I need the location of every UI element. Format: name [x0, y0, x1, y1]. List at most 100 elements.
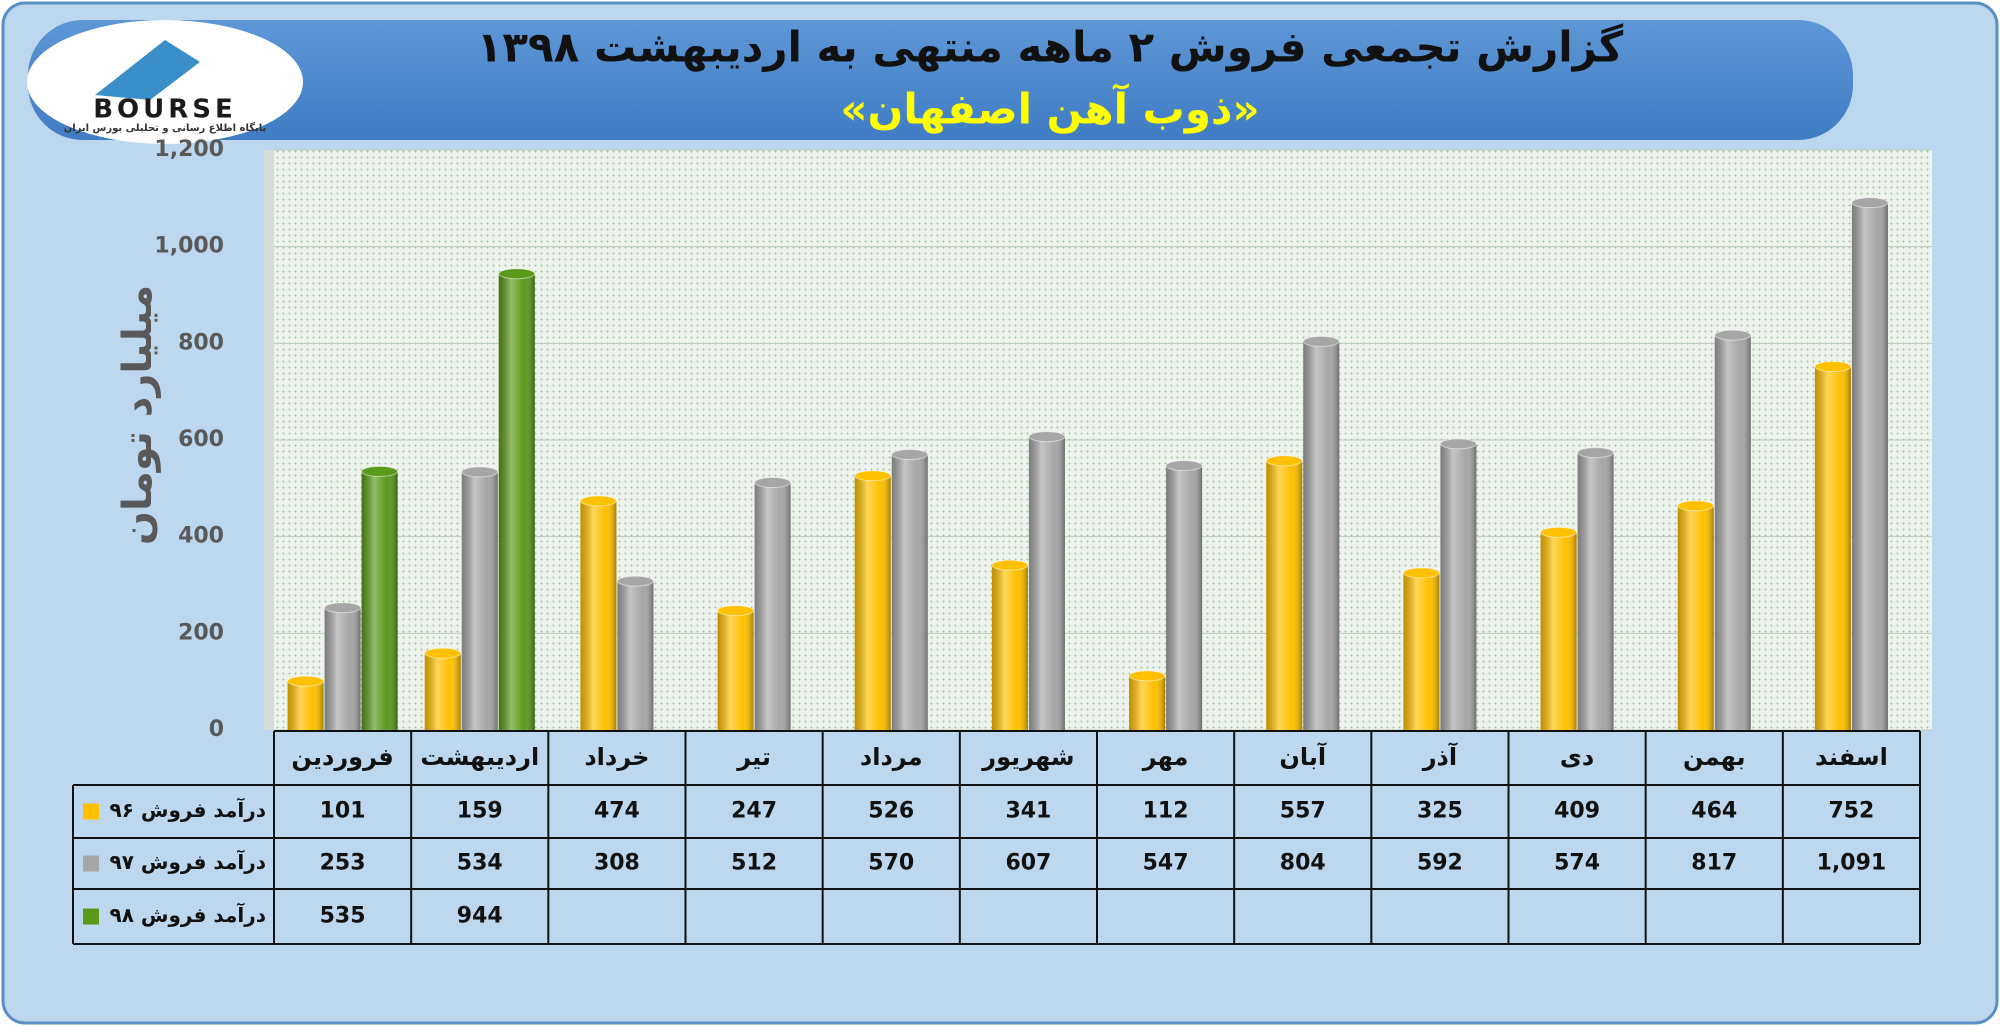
y-tick-label: 800 [178, 330, 224, 355]
bar-shade [754, 482, 791, 730]
logo-tagline: پایگاه اطلاع رسانی و تحلیلی بورس ایران [64, 121, 267, 134]
data-label: 101 [320, 799, 366, 824]
bar-cap [754, 477, 792, 489]
legend-label: درآمد فروش ۹۶ [110, 797, 266, 822]
data-label: 547 [1143, 851, 1189, 876]
bar-shade [1814, 366, 1851, 730]
y-tick-label: 1,200 [154, 137, 224, 162]
data-label: 817 [1691, 851, 1737, 876]
bar-cap [287, 675, 325, 687]
bar-cap [1851, 197, 1889, 209]
bar-shade [361, 471, 398, 730]
bar-cap [1265, 455, 1303, 467]
data-label: 512 [731, 851, 777, 876]
data-label: 570 [868, 851, 914, 876]
data-label: 253 [320, 851, 366, 876]
data-label: 112 [1143, 799, 1189, 824]
x-tick-label: شهریور [981, 743, 1074, 771]
bar-cap [1714, 329, 1752, 341]
x-tick-label: خرداد [584, 743, 649, 771]
data-label: 1,091 [1817, 851, 1887, 876]
data-label: 308 [594, 851, 640, 876]
x-tick-label: آبان [1279, 742, 1327, 771]
bar-shade [1166, 465, 1203, 730]
bar-shade [854, 475, 891, 730]
bar-shade [287, 681, 324, 730]
bar-cap [891, 449, 929, 460]
data-label: 409 [1554, 799, 1600, 824]
bar-shade [498, 273, 535, 730]
bar-cap [1165, 460, 1203, 472]
y-tick-label: 600 [178, 427, 224, 452]
data-label: 325 [1417, 799, 1463, 824]
plot-wall [264, 150, 274, 730]
bar-cap [717, 605, 755, 617]
legend-label: درآمد فروش ۹۸ [110, 902, 266, 927]
y-axis-label: میلیارد تومان [115, 285, 161, 545]
bar-shade [1266, 460, 1303, 730]
x-tick-label: مهر [1142, 743, 1189, 771]
bar-cap [361, 465, 399, 477]
data-label: 535 [320, 904, 366, 929]
bar-cap [1540, 526, 1578, 538]
data-label: 557 [1280, 799, 1326, 824]
legend-swatch [83, 803, 99, 820]
bar-cap [498, 268, 536, 280]
data-label: 464 [1691, 799, 1737, 824]
bar-shade [1577, 452, 1614, 730]
chart-title: گزارش تجمعی فروش ۲ ماهه منتهی به اردیبهش… [477, 23, 1624, 73]
x-tick-label: تیر [736, 743, 771, 771]
bar-cap [461, 466, 499, 478]
bar-shade [1677, 505, 1714, 730]
data-label: 474 [594, 799, 640, 824]
x-tick-label: اسفند [1815, 743, 1888, 771]
x-tick-label: مرداد [860, 743, 923, 771]
bar-shade [617, 581, 654, 730]
data-label: 592 [1417, 851, 1463, 876]
y-tick-label: 1,000 [154, 234, 224, 259]
bar-cap [1128, 670, 1166, 682]
bar-shade [324, 607, 361, 730]
bar-cap [1028, 431, 1066, 443]
bar-shade [424, 653, 461, 730]
data-label: 804 [1280, 851, 1326, 876]
data-label: 159 [457, 799, 503, 824]
data-label: 944 [457, 904, 503, 929]
bar-cap [1677, 500, 1715, 512]
bar-cap [424, 647, 462, 659]
x-tick-label: بهمن [1683, 743, 1746, 771]
bar-cap [1577, 447, 1615, 459]
logo-icon [95, 40, 200, 100]
x-tick-label: فروردین [291, 743, 393, 771]
data-label: 574 [1554, 851, 1600, 876]
bar-shade [891, 454, 928, 730]
bar-shade [717, 610, 754, 730]
y-tick-label: 400 [178, 524, 224, 549]
data-label: 247 [731, 799, 777, 824]
legend-swatch [83, 855, 99, 872]
data-label: 341 [1005, 799, 1051, 824]
data-label: 607 [1005, 851, 1051, 876]
data-label: 752 [1828, 799, 1874, 824]
x-tick-label: دی [1560, 743, 1594, 771]
bar-cap [1402, 567, 1440, 579]
bar-cap [616, 575, 654, 587]
bar-cap [991, 559, 1029, 571]
bar-shade [1440, 443, 1477, 730]
bar-shade [461, 471, 498, 730]
bar-shade [1540, 532, 1577, 730]
y-tick-label: 200 [178, 620, 224, 645]
bar-cap [1814, 361, 1852, 373]
title-banner [28, 20, 1853, 140]
data-label: 526 [868, 799, 914, 824]
bar-cap [1439, 438, 1477, 450]
chart-subtitle: «ذوب آهن اصفهان» [840, 84, 1259, 135]
bar-cap [579, 495, 617, 507]
bar-shade [1851, 202, 1888, 730]
bar-cap [854, 470, 892, 482]
data-label: 534 [457, 851, 503, 876]
bar-shade [1028, 436, 1065, 730]
y-tick-label: 0 [209, 717, 224, 742]
bar-cap [324, 602, 362, 614]
